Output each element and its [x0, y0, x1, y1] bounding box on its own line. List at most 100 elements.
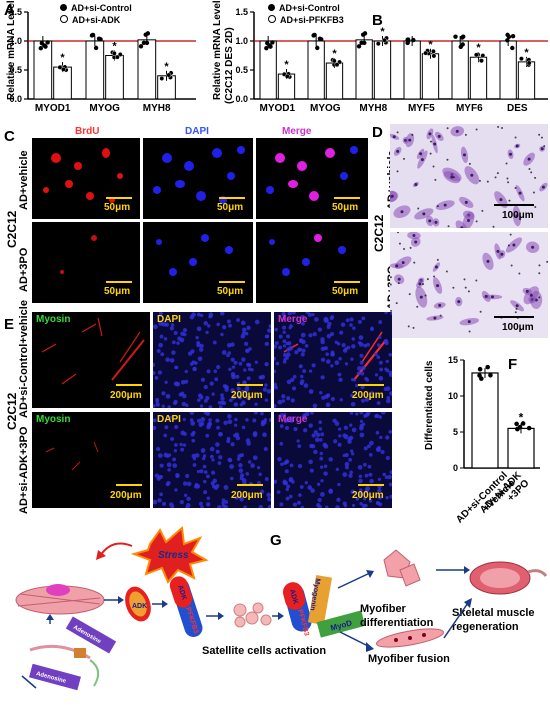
nucleus	[196, 342, 201, 348]
nucleus	[206, 496, 211, 501]
nucleus	[355, 383, 359, 388]
myosin-control-image: Myosin 200μm	[32, 312, 150, 408]
nucleus	[515, 304, 519, 308]
panel-e-header-myosin: Myosin	[36, 314, 71, 325]
nucleus	[292, 386, 297, 391]
nucleus	[247, 460, 252, 464]
nucleus	[400, 210, 404, 214]
nucleus	[325, 402, 331, 408]
nucleus	[176, 341, 180, 345]
stress-burst	[130, 526, 209, 584]
nucleus	[235, 374, 240, 379]
nucleus	[192, 366, 197, 371]
nucleus	[376, 401, 381, 405]
nucleus	[233, 433, 237, 438]
nucleus	[531, 245, 535, 249]
nucleus	[316, 432, 321, 437]
scale-label: 50μm	[332, 202, 359, 213]
nucleus	[339, 398, 343, 402]
nucleus	[293, 427, 298, 432]
panel-e-header-dapi: DAPI	[157, 314, 181, 325]
bar	[137, 39, 157, 100]
nucleus	[163, 433, 168, 438]
data-point	[359, 40, 364, 46]
panel-e-row-2: AD+si-ADK+3PO	[18, 426, 30, 514]
significance-star: *	[332, 48, 337, 60]
nucleus	[243, 380, 247, 384]
nucleus	[334, 360, 340, 366]
nucleus	[185, 473, 190, 478]
nucleus	[292, 374, 297, 379]
pore	[398, 242, 401, 245]
nucleus	[344, 461, 350, 467]
nucleus	[165, 394, 171, 399]
panel-label-a: A	[4, 2, 15, 19]
nucleus	[182, 417, 186, 422]
significance-star: *	[60, 52, 65, 64]
nucleus	[355, 497, 360, 501]
nucleus	[365, 412, 371, 416]
nucleus	[470, 173, 474, 177]
nucleus	[434, 265, 438, 269]
nucleus	[518, 191, 522, 195]
pore	[452, 176, 455, 179]
myofiber-diff-label-2: differentiation	[360, 617, 434, 629]
pore	[481, 209, 484, 212]
nucleus	[375, 430, 380, 435]
nucleus	[154, 473, 160, 478]
nucleus	[173, 449, 178, 453]
nucleus	[227, 351, 232, 355]
nucleus	[286, 484, 291, 489]
nucleus	[450, 175, 454, 179]
data-point	[505, 38, 510, 43]
nucleus	[158, 312, 163, 316]
nucleus	[318, 427, 323, 431]
significance-star: *	[164, 61, 169, 73]
nucleus	[228, 458, 233, 463]
nucleus	[196, 469, 201, 474]
nucleus	[197, 398, 201, 402]
nucleus	[389, 470, 392, 475]
nucleus	[378, 335, 382, 340]
nucleus	[245, 348, 250, 353]
panel-c-row-2: AD+3PO	[18, 247, 30, 292]
nucleus	[377, 495, 383, 500]
nucleus	[325, 352, 329, 356]
nucleus	[207, 324, 211, 328]
nucleus	[211, 458, 215, 462]
panel-e-header-merge: Merge	[278, 414, 308, 425]
x-tick-label: MYOG	[310, 103, 341, 114]
bar	[471, 372, 499, 469]
nucleus	[206, 474, 210, 479]
nucleus	[174, 365, 178, 370]
nucleus	[351, 503, 356, 508]
nucleus	[285, 352, 291, 358]
nucleus	[175, 474, 180, 479]
nucleus	[158, 453, 163, 458]
nucleus	[321, 395, 326, 400]
panel-e-cell-line: C2C12	[5, 392, 19, 430]
nucleus	[264, 398, 269, 402]
nucleus	[163, 452, 169, 458]
x-tick-label: MYOD1	[35, 103, 71, 114]
pore	[447, 225, 450, 228]
data-point	[138, 44, 144, 49]
pore	[452, 286, 455, 289]
nucleus	[378, 415, 383, 419]
nucleus	[174, 443, 178, 447]
nucleus	[364, 503, 368, 508]
nucleus	[200, 505, 204, 508]
pore	[408, 293, 411, 296]
nucleus	[462, 153, 466, 157]
nucleus	[282, 412, 287, 417]
nucleus	[238, 463, 243, 468]
nucleus	[346, 345, 351, 350]
nucleus	[367, 464, 372, 469]
scale-label: 200μm	[352, 490, 384, 501]
merge-adk-3po-image: Merge 200μm	[274, 412, 392, 508]
nucleus	[241, 400, 246, 405]
panel-d-cell-line: C2C12	[372, 214, 386, 252]
panel-f-chart: 0 5 10 15 *	[448, 355, 540, 473]
nucleus	[385, 495, 389, 500]
nucleus	[183, 432, 187, 436]
